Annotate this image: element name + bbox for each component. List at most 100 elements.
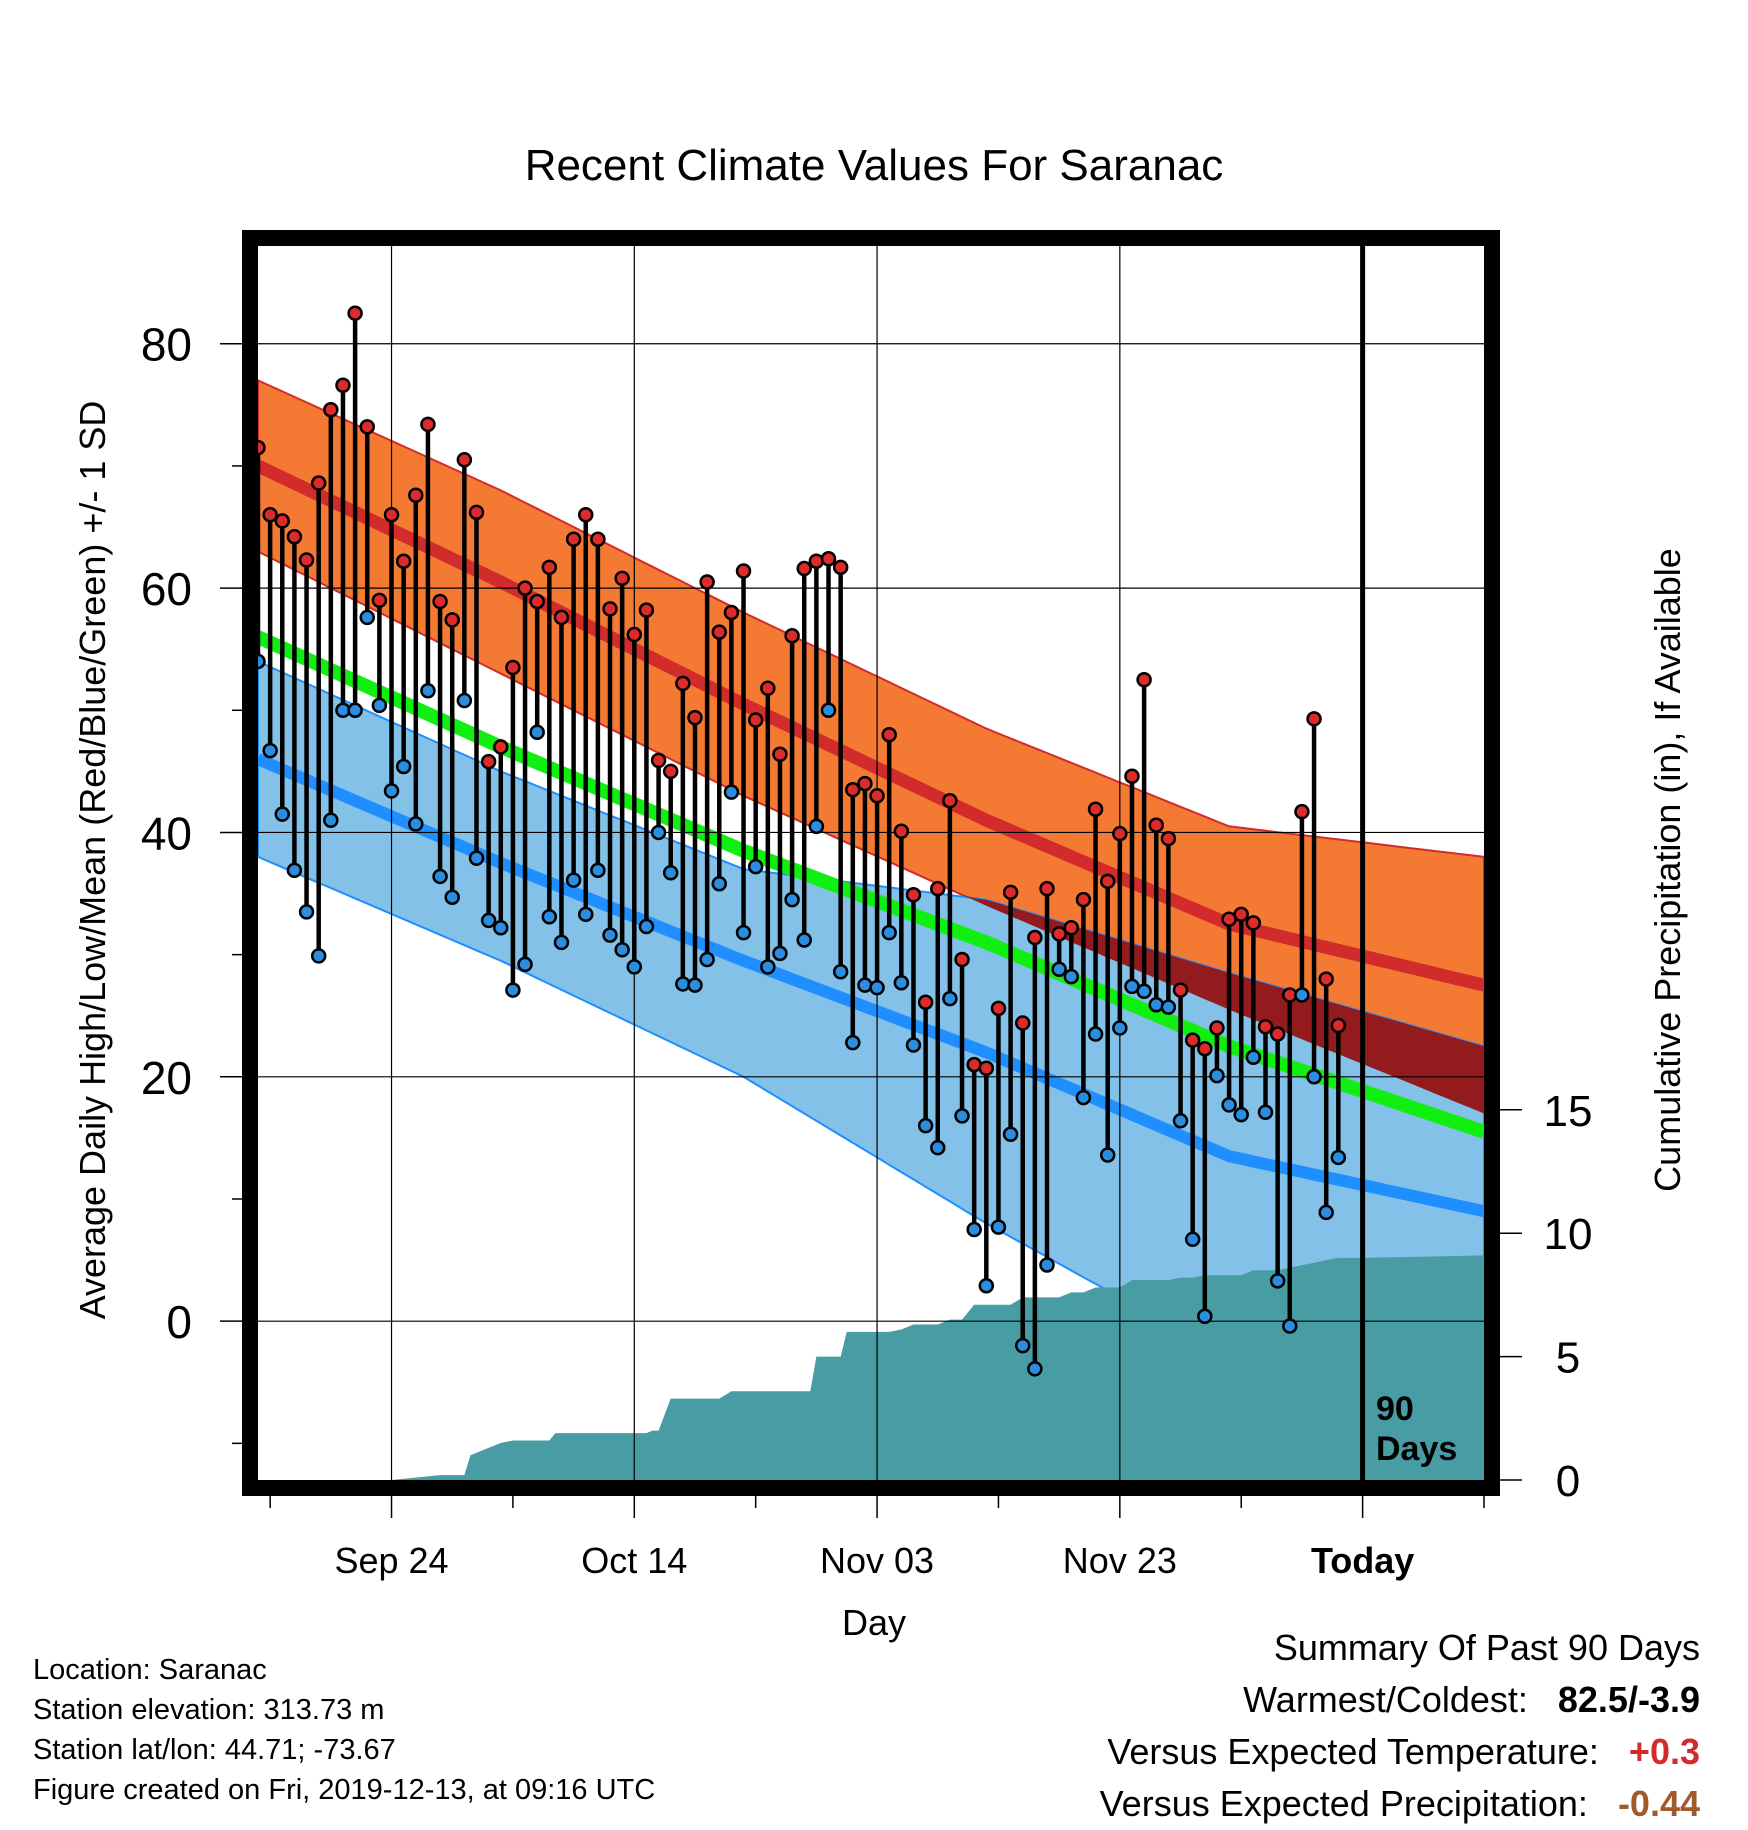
obs-low-point — [1148, 996, 1165, 1013]
obs-low-point — [784, 891, 800, 908]
obs-low-point — [735, 924, 752, 941]
x-tick-label: Today — [1311, 1540, 1414, 1581]
obs-high-point — [1124, 768, 1140, 785]
obs-low-point — [1257, 1104, 1274, 1120]
info-latlon: Station lat/lon: 44.71; -73.67 — [33, 1734, 396, 1766]
obs-high-point — [735, 563, 752, 579]
y2-tick-label: 0 — [1556, 1457, 1580, 1506]
obs-high-point — [638, 602, 655, 618]
summary-heading: Summary Of Past 90 Days — [1273, 1627, 1700, 1668]
obs-high-point — [626, 626, 643, 643]
obs-low-point — [614, 941, 630, 958]
obs-low-point — [857, 977, 873, 993]
obs-low-point — [820, 702, 837, 719]
obs-high-point — [383, 507, 400, 523]
chart-title: Recent Climate Values For Saranac — [525, 141, 1224, 190]
obs-low-point — [541, 909, 558, 925]
obs-low-point — [638, 918, 655, 935]
obs-high-point — [796, 560, 812, 577]
obs-low-point — [1245, 1049, 1262, 1066]
info-elevation: Station elevation: 313.73 m — [33, 1694, 385, 1726]
obs-low-point — [1112, 1020, 1128, 1036]
obs-high-point — [845, 781, 861, 798]
obs-high-point — [1039, 880, 1055, 897]
obs-high-point — [1063, 920, 1080, 936]
station-info: Location: Saranac Station elevation: 313… — [33, 1650, 655, 1810]
obs-low-point — [832, 963, 849, 980]
obs-high-point — [1184, 1032, 1201, 1048]
obs-high-point — [1197, 1040, 1213, 1057]
y-tick-label: 60 — [141, 563, 192, 615]
obs-low-point — [274, 806, 291, 822]
overlap-band — [258, 551, 1484, 1114]
obs-high-point — [747, 712, 764, 728]
obs-high-point — [505, 659, 521, 676]
obs-high-point — [650, 752, 667, 769]
x-axis-label: Day — [842, 1602, 906, 1643]
summary-precip-value: -0.44 — [1617, 1783, 1700, 1824]
obs-low-point — [432, 868, 448, 885]
obs-low-point — [1027, 1361, 1043, 1377]
obs-high-point — [1233, 906, 1249, 923]
obs-high-point — [262, 507, 278, 523]
obs-high-point — [662, 763, 679, 780]
obs-low-point — [808, 818, 825, 835]
obs-low-point — [687, 977, 703, 993]
obs-high-point — [723, 604, 740, 621]
obs-high-point — [420, 416, 436, 433]
obs-high-point — [298, 552, 315, 568]
obs-high-point — [590, 531, 606, 547]
obs-low-point — [517, 956, 533, 973]
obs-low-point — [1172, 1113, 1189, 1129]
obs-low-point — [1318, 1204, 1334, 1221]
obs-high-point — [347, 305, 363, 321]
x-tick-label: Nov 03 — [820, 1540, 934, 1581]
obs-high-point — [577, 507, 594, 523]
obs-high-point — [408, 487, 424, 503]
obs-high-point — [444, 612, 460, 628]
obs-low-point — [1184, 1231, 1201, 1248]
obs-low-point — [1063, 968, 1080, 985]
obs-low-point — [577, 906, 594, 923]
axes: 0 20 40 60 80 0 5 10 15 Sep 24 Oct 14 Nov 03 Nov 23 T… — [141, 230, 1593, 1581]
obs-high-point — [784, 627, 800, 644]
obs-high-point — [808, 553, 825, 569]
summary-warmest-value: 82.5/-3.9 — [1557, 1679, 1700, 1720]
obs-high-point — [1160, 830, 1177, 847]
obs-low-point — [505, 982, 521, 998]
obs-low-point — [747, 858, 764, 875]
obs-high-point — [1172, 982, 1189, 998]
obs-low-point — [930, 1139, 946, 1156]
normal-bands — [255, 378, 1487, 1384]
obs-high-point — [832, 559, 849, 576]
obs-low-point — [1306, 1069, 1322, 1085]
obs-low-point — [1160, 999, 1177, 1015]
obs-low-point — [869, 979, 885, 996]
y2-tick-label: 15 — [1544, 1087, 1593, 1136]
obs-low-point — [966, 1221, 982, 1238]
obs-low-point — [711, 876, 728, 892]
y-tick-label: 0 — [166, 1296, 192, 1348]
obs-low-point — [1209, 1067, 1225, 1084]
obs-low-point — [529, 724, 545, 741]
obs-high-point — [942, 792, 958, 809]
obs-high-point — [1294, 803, 1310, 820]
obs-high-point — [1245, 915, 1262, 931]
obs-low-point — [310, 948, 327, 964]
obs-low-point — [1233, 1106, 1249, 1123]
obs-high-point — [517, 580, 533, 596]
obs-high-point — [1318, 971, 1334, 987]
obs-low-point — [1136, 983, 1152, 1000]
obs-high-point — [1269, 1026, 1286, 1042]
obs-high-point — [1148, 817, 1165, 833]
y-tick-label: 40 — [141, 807, 192, 859]
observed-data — [250, 305, 1347, 1377]
obs-high-point — [1051, 926, 1067, 942]
obs-high-point — [371, 592, 388, 609]
obs-high-point — [456, 452, 473, 468]
obs-low-point — [1294, 987, 1310, 1003]
obs-low-point — [845, 1034, 861, 1051]
obs-high-point — [905, 887, 922, 903]
obs-high-point — [1209, 1020, 1225, 1036]
